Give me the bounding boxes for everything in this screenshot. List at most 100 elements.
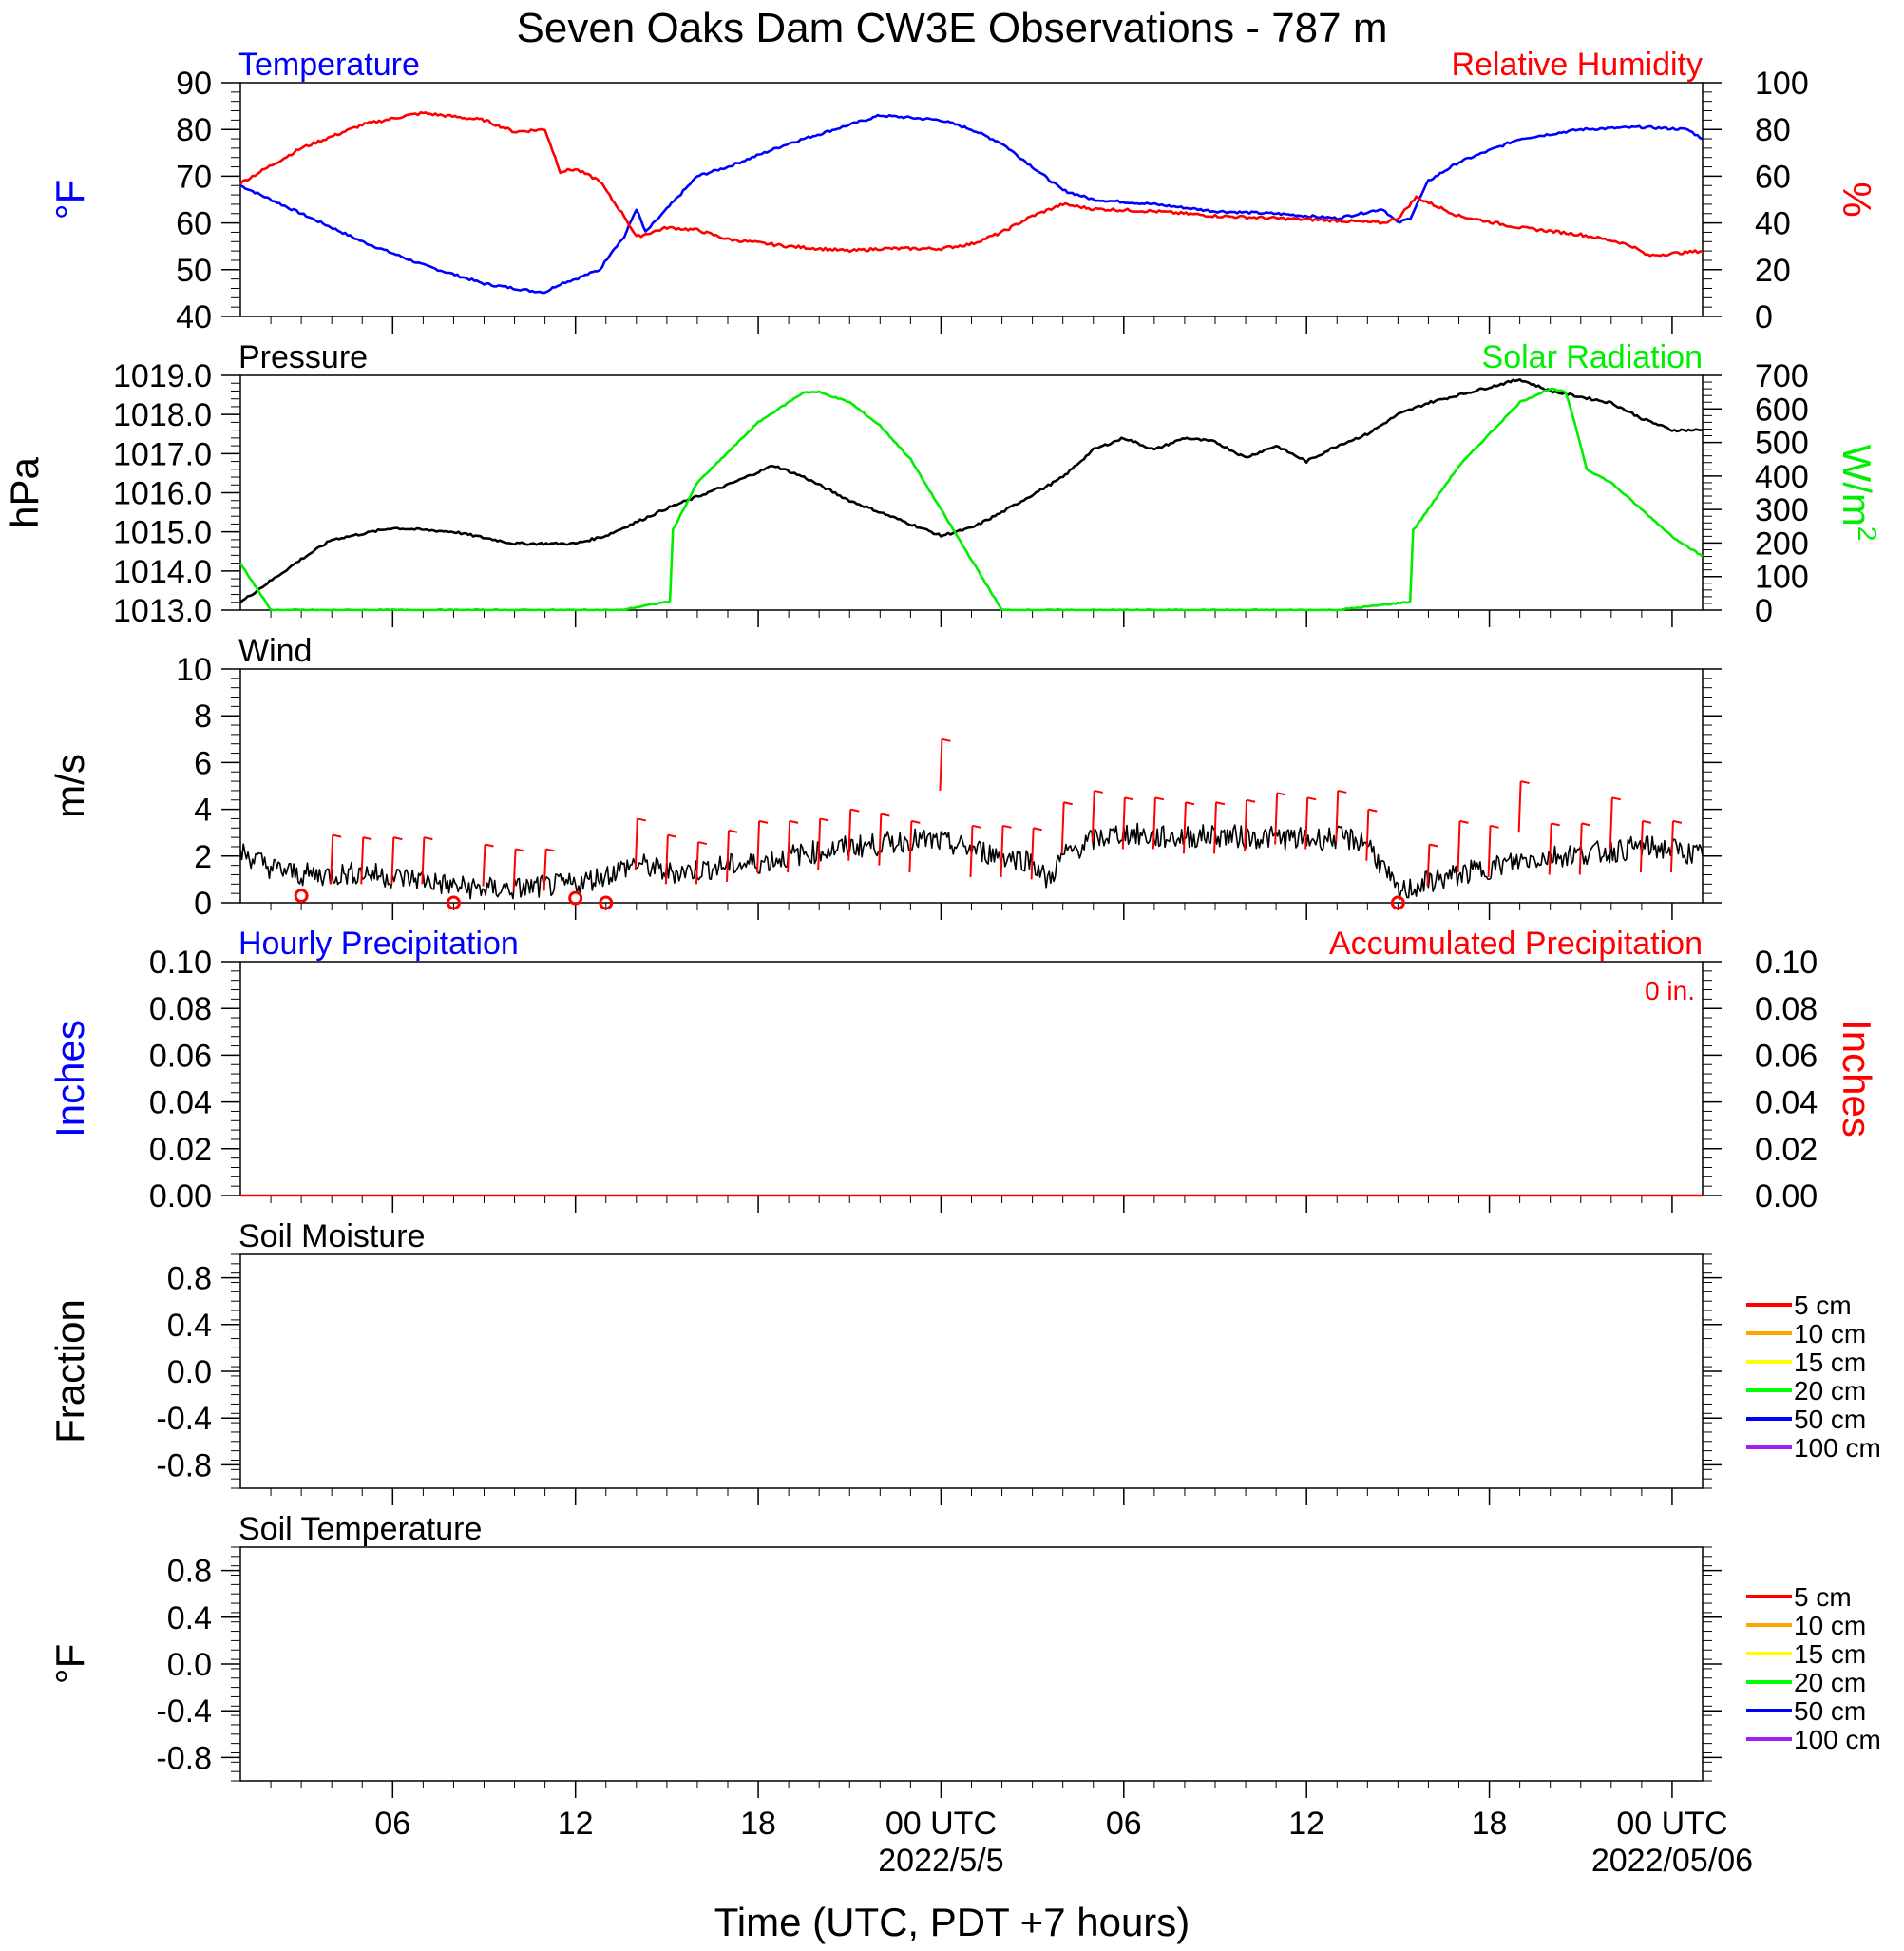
gust-barb-flag xyxy=(1520,780,1530,785)
solar-line xyxy=(238,387,1704,612)
plot-frame xyxy=(239,961,1704,1196)
gust-barb xyxy=(817,818,822,870)
left-tick-label: -0.8 xyxy=(156,1740,212,1776)
left-tick-label: 0.10 xyxy=(149,945,212,981)
legend-label: 20 cm xyxy=(1794,1668,1866,1697)
plot-frame xyxy=(239,1253,1704,1489)
right-axis-label: % xyxy=(1835,182,1879,217)
left-tick-label: 0.8 xyxy=(167,1554,212,1590)
gust-barb-flag xyxy=(424,836,433,841)
gust-barb xyxy=(695,841,699,885)
left-tick-label: 90 xyxy=(176,66,212,102)
gust-barb-flag xyxy=(1338,789,1347,794)
gust-barb xyxy=(1365,809,1370,861)
gust-barb xyxy=(1639,820,1644,873)
accum-annotation: 0 in. xyxy=(1645,976,1695,1005)
gust-barb-flag xyxy=(393,836,403,841)
gust-barb-flag xyxy=(485,843,494,848)
gust-barb-flag xyxy=(758,819,769,824)
chart-title: Seven Oaks Dam CW3E Observations - 787 m xyxy=(517,5,1388,51)
gust-barb-flag xyxy=(697,841,708,846)
gust-barb xyxy=(360,837,365,885)
left-title: Hourly Precipitation xyxy=(238,926,519,962)
gust-barb-flag xyxy=(942,737,951,742)
gust-barb-flag xyxy=(1246,798,1256,803)
left-tick-label: 8 xyxy=(194,698,212,735)
left-tick-label: -0.4 xyxy=(156,1693,212,1730)
gust-barb xyxy=(482,844,486,887)
left-axis-label: °F xyxy=(48,180,92,220)
gust-barb xyxy=(1669,820,1674,873)
left-tick-label: 0.4 xyxy=(167,1308,212,1344)
gust-barb xyxy=(1091,790,1095,843)
left-tick-label: 0 xyxy=(194,886,212,922)
panel-wind: 0 2 4 6 8 10 Wind m/s xyxy=(48,633,1722,922)
right-title: Accumulated Precipitation xyxy=(1329,926,1703,962)
left-tick-label: 4 xyxy=(194,793,212,829)
left-tick-label: 0.00 xyxy=(149,1178,212,1215)
gust-barb-flag xyxy=(789,819,799,824)
temperature-line xyxy=(239,113,1704,295)
right-title: Solar Radiation xyxy=(1482,339,1703,375)
gust-barb-flag xyxy=(1672,819,1683,824)
gust-barb-flag xyxy=(819,817,829,822)
x-tick-label: 06 xyxy=(1106,1806,1142,1842)
left-tick-label: 70 xyxy=(176,159,212,195)
right-tick-label: 0.06 xyxy=(1755,1038,1818,1074)
gust-barb-flag xyxy=(1368,808,1378,813)
gust-barb-flag xyxy=(1154,796,1165,801)
gust-barb-flag xyxy=(1429,843,1438,848)
gust-barb xyxy=(1304,797,1309,850)
gust-barb-flag xyxy=(1002,824,1012,829)
axis-label-superscript: 2 xyxy=(1853,526,1882,542)
gust-barb xyxy=(512,849,517,891)
gust-barb xyxy=(634,818,638,870)
left-tick-label: 0.02 xyxy=(149,1132,212,1168)
panel-soil-moisture: -0.8 -0.4 0.0 0.4 0.8 Soil Moisture Fraction 5 … xyxy=(48,1218,1881,1505)
gust-barb-flag xyxy=(1642,819,1652,824)
gust-barb xyxy=(1578,823,1583,875)
gust-barb-flag xyxy=(1581,822,1590,827)
gust-barb xyxy=(1182,802,1187,854)
right-tick-label: 500 xyxy=(1755,426,1809,462)
gust-barb-flag xyxy=(1215,801,1226,806)
gust-barb xyxy=(1548,823,1552,875)
gust-barb xyxy=(421,837,426,885)
left-tick-label: 1017.0 xyxy=(113,436,212,472)
right-axis-label: Inches xyxy=(1835,1020,1879,1138)
left-title: Soil Temperature xyxy=(238,1511,482,1547)
gust-barb-flag xyxy=(1276,792,1286,796)
gust-barb-flag xyxy=(332,833,342,838)
gust-barb-flag xyxy=(637,817,647,822)
gust-barb xyxy=(1487,825,1492,877)
calm-wind-marker xyxy=(568,890,583,906)
right-tick-label: 200 xyxy=(1755,526,1809,562)
gust-barb xyxy=(847,809,852,861)
right-tick-label: 0.08 xyxy=(1755,991,1818,1027)
x-date-label: 2022/05/06 xyxy=(1591,1843,1753,1879)
gust-barb xyxy=(1274,793,1279,845)
gust-barb xyxy=(1457,820,1461,873)
x-tick-label: 00 UTC xyxy=(885,1806,997,1842)
gust-barb-flag xyxy=(1459,819,1469,824)
left-tick-label: 1014.0 xyxy=(113,554,212,590)
left-tick-label: 1018.0 xyxy=(113,397,212,433)
legend-label: 20 cm xyxy=(1794,1376,1866,1406)
right-tick-label: 300 xyxy=(1755,492,1809,528)
gust-barb-flag xyxy=(881,813,890,817)
right-tick-label: 60 xyxy=(1755,159,1791,195)
plot-frame xyxy=(239,1546,1704,1782)
gust-barb xyxy=(664,834,669,885)
calm-wind-marker xyxy=(1390,895,1405,910)
gust-barb-flag xyxy=(1551,822,1560,827)
gust-barb xyxy=(1213,802,1217,854)
gust-barb-flag xyxy=(911,819,921,824)
gust-barb-flag xyxy=(545,848,555,852)
x-tick-label: 00 UTC xyxy=(1616,1806,1727,1842)
x-tick-label: 12 xyxy=(1288,1806,1324,1842)
left-axis-label: Inches xyxy=(48,1020,92,1138)
panel-temperature-humidity: 40 50 60 70 80 90 0 20 40 60 80 100 Temperature Relat… xyxy=(48,47,1879,335)
